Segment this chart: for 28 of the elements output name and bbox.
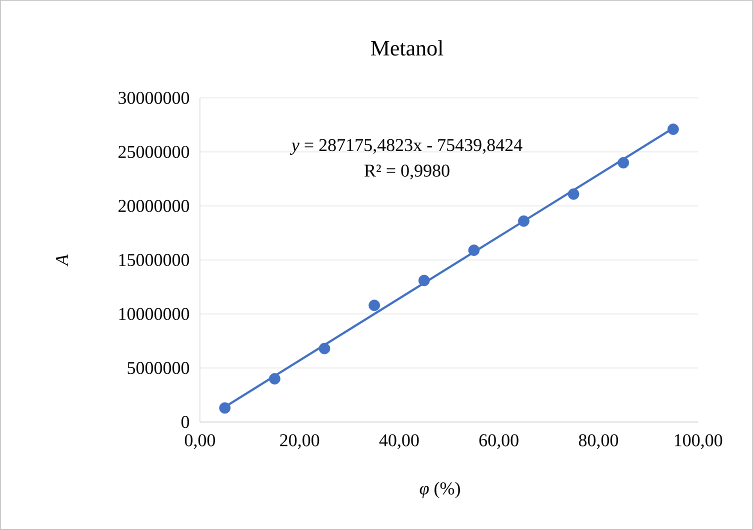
y-tick-label: 15000000 xyxy=(119,254,190,266)
point xyxy=(468,244,480,256)
x-tick-label: 80,00 xyxy=(578,434,618,449)
y-tick-label: 0 xyxy=(181,416,190,428)
point xyxy=(518,215,530,227)
point xyxy=(568,188,580,200)
annotation: R² = 0,9980 xyxy=(364,164,450,180)
y-tick-label: 25000000 xyxy=(118,146,190,158)
point xyxy=(219,402,231,414)
x-tick-label: 0,00 xyxy=(184,434,216,449)
y-tick-label: 10000000 xyxy=(119,308,190,320)
x-tick-label: 100,00 xyxy=(674,434,722,449)
point xyxy=(318,342,330,354)
point xyxy=(418,274,430,286)
x-tick-label: 40,00 xyxy=(379,434,419,449)
point xyxy=(368,300,380,312)
point xyxy=(618,157,630,168)
x-axis-title: φ (%) xyxy=(420,482,460,498)
annotation: y = 287175,4823x - 75439,8424 xyxy=(290,139,522,155)
point xyxy=(667,124,679,135)
y-tick-label: 20000000 xyxy=(118,200,190,212)
point xyxy=(268,373,280,385)
x-tick-label: 60,00 xyxy=(479,434,518,449)
x-tick-label: 20,00 xyxy=(280,434,320,449)
chart-title: Metanol xyxy=(370,40,444,56)
y-axis-title: A xyxy=(56,254,68,266)
y-tick-label: 30000000 xyxy=(118,92,190,104)
y-tick-label: 5000000 xyxy=(128,362,190,374)
